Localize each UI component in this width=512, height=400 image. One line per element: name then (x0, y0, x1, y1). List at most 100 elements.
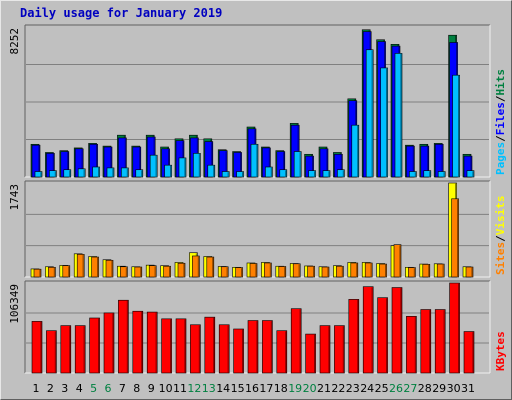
bar-pages-15-shade (242, 172, 244, 177)
bar-pages-7 (121, 167, 129, 178)
legend-middle: Sites/Visits (494, 196, 507, 276)
bar-sites-16-shade (255, 264, 257, 277)
bar-kbytes-4 (74, 325, 86, 374)
bar-sites-31-shade (471, 267, 473, 277)
bar-kbytes-26-shade (400, 288, 402, 373)
bar-sites-15 (235, 267, 243, 278)
bar-kbytes-26 (391, 287, 403, 374)
bar-sites-16 (249, 263, 258, 278)
bar-kbytes-14-shade (227, 325, 229, 373)
bar-pages-29 (437, 171, 446, 178)
x-tick-label: 11 (173, 382, 187, 395)
bar-pages-13 (207, 164, 216, 178)
bar-files-1-shade (38, 145, 40, 177)
bar-sites-3 (62, 265, 71, 278)
bar-pages-18 (279, 169, 288, 178)
bar-kbytes-29 (434, 309, 446, 374)
bar-sites-15-shade (241, 268, 243, 277)
bar-files-17-shade (268, 148, 270, 177)
bar-kbytes-27-shade (414, 316, 416, 373)
bar-kbytes-8 (132, 310, 144, 374)
bar-kbytes-18 (276, 330, 288, 374)
x-tick-label: 28 (418, 382, 432, 395)
bar-kbytes-3-shade (69, 326, 71, 373)
x-tick-label: 30 (447, 382, 461, 395)
bar-sites-8 (134, 266, 143, 278)
bar-kbytes-5 (89, 317, 100, 374)
bar-files-7-shade (124, 138, 126, 177)
bar-sites-19-shade (298, 264, 300, 277)
bar-sites-29-shade (442, 264, 444, 277)
bar-kbytes-2-shade (54, 331, 56, 373)
bar-pages-22 (337, 169, 345, 178)
bar-kbytes-30-shade (458, 283, 460, 373)
bar-sites-24 (364, 262, 373, 278)
bar-kbytes-24 (362, 286, 374, 374)
bar-sites-13-shade (212, 257, 214, 277)
bar-sites-30-shade (457, 199, 459, 277)
bar-sites-5-shade (97, 257, 99, 277)
bar-pages-9-shade (155, 155, 157, 177)
bar-files-5-shade (96, 144, 98, 177)
bar-pages-21-shade (328, 171, 330, 177)
x-tick-label: 18 (274, 382, 288, 395)
bar-kbytes-1-shade (40, 321, 42, 373)
legend-entry: / (494, 95, 507, 102)
bar-sites-2 (48, 266, 56, 278)
bar-sites-10-shade (169, 266, 171, 277)
bar-pages-23 (351, 124, 360, 178)
bar-sites-25-shade (385, 264, 387, 277)
bar-kbytes-12-shade (198, 325, 200, 373)
bar-kbytes-7 (118, 299, 129, 374)
bar-files-21-shade (326, 149, 328, 177)
bar-sites-12 (192, 255, 200, 278)
bar-pages-18-shade (285, 170, 287, 177)
bar-pages-10-shade (170, 165, 172, 177)
bar-sites-28 (422, 264, 431, 278)
bar-pages-9 (149, 154, 158, 178)
bar-pages-6-shade (112, 168, 114, 177)
x-tick-label: 19 (288, 382, 302, 395)
bar-sites-11-shade (183, 263, 185, 277)
bar-sites-20-shade (313, 266, 315, 277)
bar-kbytes-17 (262, 320, 273, 374)
x-tick-label: 21 (317, 382, 331, 395)
bar-sites-24-shade (370, 263, 372, 277)
bar-kbytes-6 (103, 312, 115, 374)
bar-pages-8 (135, 169, 144, 178)
bar-sites-18-shade (284, 267, 286, 277)
bar-pages-10 (164, 164, 172, 178)
bar-sites-20 (307, 265, 315, 278)
legend-bottom: KBytes (494, 331, 507, 371)
bar-sites-17-shade (269, 263, 271, 277)
bar-sites-19 (292, 263, 301, 278)
bar-files-6-shade (110, 147, 112, 177)
x-tick-label: 27 (403, 382, 417, 395)
bar-kbytes-16 (247, 320, 259, 374)
bar-kbytes-15-shade (242, 329, 244, 373)
bar-kbytes-17-shade (270, 321, 272, 373)
bar-pages-2-shade (54, 171, 56, 177)
bar-pages-21 (322, 170, 331, 178)
chart-title: Daily usage for January 2019 (20, 6, 223, 20)
bar-sites-12-shade (197, 256, 199, 277)
bar-kbytes-3 (60, 325, 72, 374)
bar-files-29-shade (441, 144, 443, 177)
legend-entry: / (494, 235, 507, 242)
bar-sites-9-shade (154, 266, 156, 277)
y-max-label: 106349 (8, 284, 21, 324)
bar-pages-11-shade (184, 158, 186, 177)
bar-pages-22-shade (342, 170, 344, 177)
bar-pages-30-shade (458, 75, 460, 177)
bar-pages-15 (236, 171, 244, 178)
bar-files-10-shade (168, 149, 170, 177)
legend-entry: Files (494, 102, 507, 135)
bar-pages-2 (49, 170, 57, 178)
bar-kbytes-31-shade (472, 332, 474, 373)
bar-pages-4 (77, 168, 86, 178)
x-tick-label: 20 (303, 382, 317, 395)
bar-files-20-shade (312, 156, 314, 177)
bar-files-22-shade (340, 154, 342, 177)
bar-pages-12-shade (198, 153, 200, 177)
bar-kbytes-7-shade (126, 300, 128, 373)
